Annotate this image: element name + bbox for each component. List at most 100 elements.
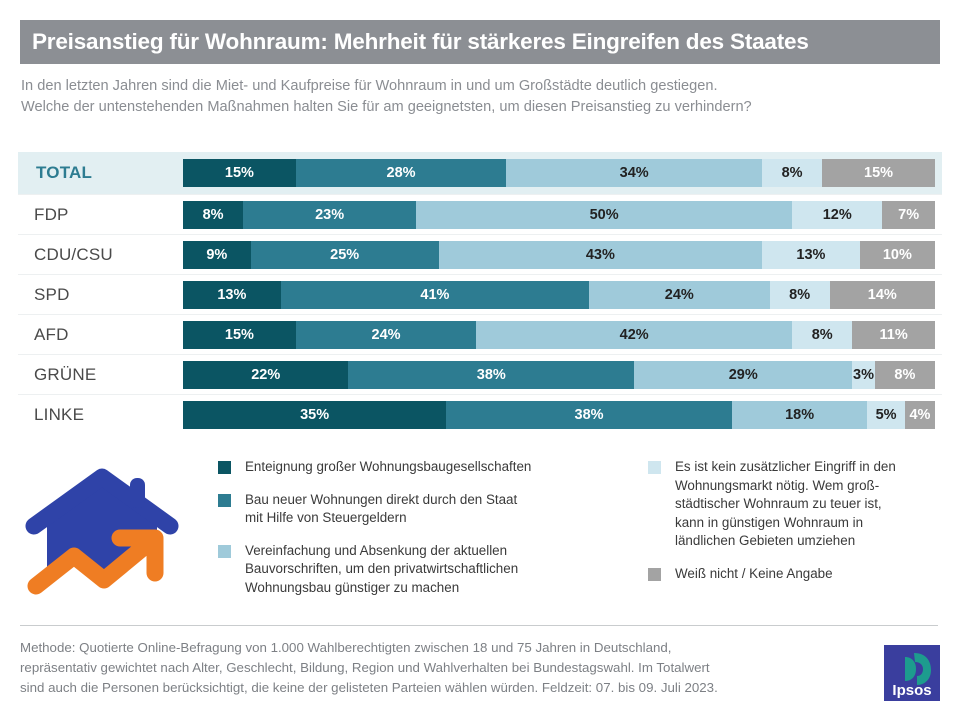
bar-value-label: 8% — [894, 366, 916, 383]
bar-segment: 38% — [348, 360, 635, 389]
bar-track: 9% 25% 43% 13% 10% — [183, 240, 935, 269]
legend-label: Bau neuer Wohnungen direkt durch den Sta… — [245, 491, 517, 528]
bar-value-label: 8% — [781, 165, 803, 181]
ipsos-logo: Ipsos — [884, 645, 940, 701]
legend-swatch-icon — [218, 544, 231, 558]
bar-segment: 18% — [731, 400, 868, 429]
bar-segment: 8% — [762, 159, 823, 187]
chart-row: FDP 8% 23% 50% 12% 7% — [18, 194, 942, 234]
svg-text:Ipsos: Ipsos — [892, 682, 931, 699]
bar-value-label: 14% — [867, 286, 897, 303]
bar-value-label: 8% — [811, 326, 833, 343]
subtitle-question: In den letzten Jahren sind die Miet- und… — [21, 76, 941, 118]
bar-segment: 8% — [792, 320, 853, 349]
row-label-fdp: FDP — [34, 204, 69, 224]
bar-segment: 41% — [280, 280, 590, 309]
legend-swatch-icon — [218, 461, 231, 474]
bar-segment: 38% — [446, 400, 732, 429]
bar-track: 15% 24% 42% 8% 11% — [183, 320, 935, 349]
legend-label-line: Wohnungsbau günstiger zu machen — [245, 579, 460, 595]
bar-segment: 8% — [874, 360, 935, 389]
bar-segment: 12% — [792, 200, 883, 229]
bar-segment: 7% — [882, 200, 935, 229]
page-title: Preisanstieg für Wohnraum: Mehrheit für … — [32, 29, 809, 54]
bar-value-label: 15% — [224, 165, 254, 181]
bar-segment: 14% — [829, 280, 935, 309]
methodology-line-2: repräsentativ gewichtet nach Alter, Gesc… — [20, 660, 710, 675]
legend-label: Weiß nicht / Keine Angabe — [675, 565, 833, 584]
bar-segment: 23% — [243, 200, 417, 229]
legend-label: Vereinfachung und Absenkung der aktuelle… — [245, 542, 518, 598]
subtitle-line-2: Welche der untenstehenden Maßnahmen halt… — [21, 99, 752, 115]
stacked-bar-chart: TOTAL 15% 28% 34% 8% 15% FDP 8% 23% 50% 12% 7% CDU/C… — [18, 152, 942, 434]
footer-divider — [20, 625, 938, 626]
bar-value-label: 25% — [330, 246, 360, 263]
bar-segment: 35% — [183, 400, 447, 429]
bar-segment: 3% — [852, 360, 875, 389]
bar-value-label: 41% — [420, 286, 450, 303]
bar-value-label: 15% — [864, 165, 894, 181]
chart-row: GRÜNE 22% 38% 29% 3% 8% — [18, 354, 942, 394]
bar-value-label: 11% — [879, 326, 908, 343]
bar-value-label: 42% — [619, 326, 649, 343]
bar-segment: 15% — [183, 320, 296, 349]
bar-segment: 25% — [250, 240, 439, 269]
legend-label-line: Weiß nicht / Keine Angabe — [675, 565, 833, 581]
legend-swatch-icon — [648, 461, 661, 474]
bar-value-label: 22% — [251, 366, 281, 383]
bar-track: 13% 41% 24% 8% 14% — [183, 280, 935, 309]
bar-segment: 28% — [295, 159, 507, 187]
legend-column-left: Enteignung großer Wohnungsbaugesellschaf… — [218, 458, 598, 611]
bar-value-label: 8% — [202, 206, 224, 223]
legend-label: Enteignung großer Wohnungsbaugesellschaf… — [245, 458, 531, 477]
legend-label-line: Bau neuer Wohnungen direkt durch den Sta… — [245, 491, 518, 507]
legend-label-line: ländlichen Gebieten umziehen — [675, 533, 856, 548]
row-label-cdu-csu: CDU/CSU — [34, 244, 113, 264]
methodology-line-3: sind auch die Personen berücksichtigt, d… — [20, 680, 718, 695]
bar-value-label: 43% — [585, 246, 615, 263]
row-label-afd: AFD — [34, 324, 69, 344]
legend-item: Bau neuer Wohnungen direkt durch den Sta… — [218, 491, 598, 528]
bar-value-label: 8% — [789, 286, 811, 303]
subtitle-line-1: In den letzten Jahren sind die Miet- und… — [21, 78, 718, 94]
row-label-spd: SPD — [34, 284, 70, 304]
legend-label-line: Es ist kein zusätzlicher Eingriff in den — [675, 459, 896, 474]
legend-item: Enteignung großer Wohnungsbaugesellschaf… — [218, 458, 598, 477]
bar-value-label: 18% — [785, 406, 815, 423]
legend-item: Weiß nicht / Keine Angabe — [648, 565, 948, 584]
bar-track: 35% 38% 18% 5% 4% — [183, 400, 935, 429]
methodology-line-1: Methode: Quotierte Online-Befragung von … — [20, 640, 672, 655]
bar-value-label: 38% — [574, 406, 604, 423]
bar-segment: 15% — [183, 159, 296, 187]
row-label-gr-ne: GRÜNE — [34, 364, 97, 384]
legend-item: Vereinfachung und Absenkung der aktuelle… — [218, 542, 598, 598]
bar-segment: 13% — [183, 280, 281, 309]
legend-item: Es ist kein zusätzlicher Eingriff in den… — [648, 458, 948, 551]
chart-row: TOTAL 15% 28% 34% 8% 15% — [18, 152, 942, 194]
house-rising-price-icon — [22, 460, 182, 610]
bar-value-label: 24% — [371, 326, 401, 343]
bar-segment: 8% — [769, 280, 830, 309]
row-label-total: TOTAL — [36, 163, 93, 182]
bar-segment: 24% — [295, 320, 477, 349]
bar-segment: 15% — [822, 159, 935, 187]
bar-segment: 22% — [183, 360, 349, 389]
bar-segment: 10% — [859, 240, 935, 269]
bar-value-label: 34% — [619, 165, 649, 181]
bar-value-label: 29% — [728, 366, 758, 383]
legend-label-line: städtischer Wohnraum zu teuer ist, — [675, 496, 882, 511]
bar-value-label: 7% — [898, 206, 920, 223]
legend-column-right: Es ist kein zusätzlicher Eingriff in den… — [648, 458, 948, 597]
bar-value-label: 4% — [909, 406, 931, 423]
bar-segment: 13% — [762, 240, 860, 269]
bar-value-label: 35% — [300, 406, 330, 423]
legend-label-line: Wohnungsmarkt nötig. Wem groß- — [675, 477, 880, 493]
bar-value-label: 23% — [315, 206, 345, 223]
bar-value-label: 13% — [217, 286, 247, 303]
chart-row: SPD 13% 41% 24% 8% 14% — [18, 274, 942, 314]
bar-segment: 29% — [634, 360, 853, 389]
bar-value-label: 9% — [206, 246, 228, 263]
bar-value-label: 50% — [589, 206, 619, 223]
legend-label-line: kann in günstigen Wohnraum in — [675, 514, 864, 530]
